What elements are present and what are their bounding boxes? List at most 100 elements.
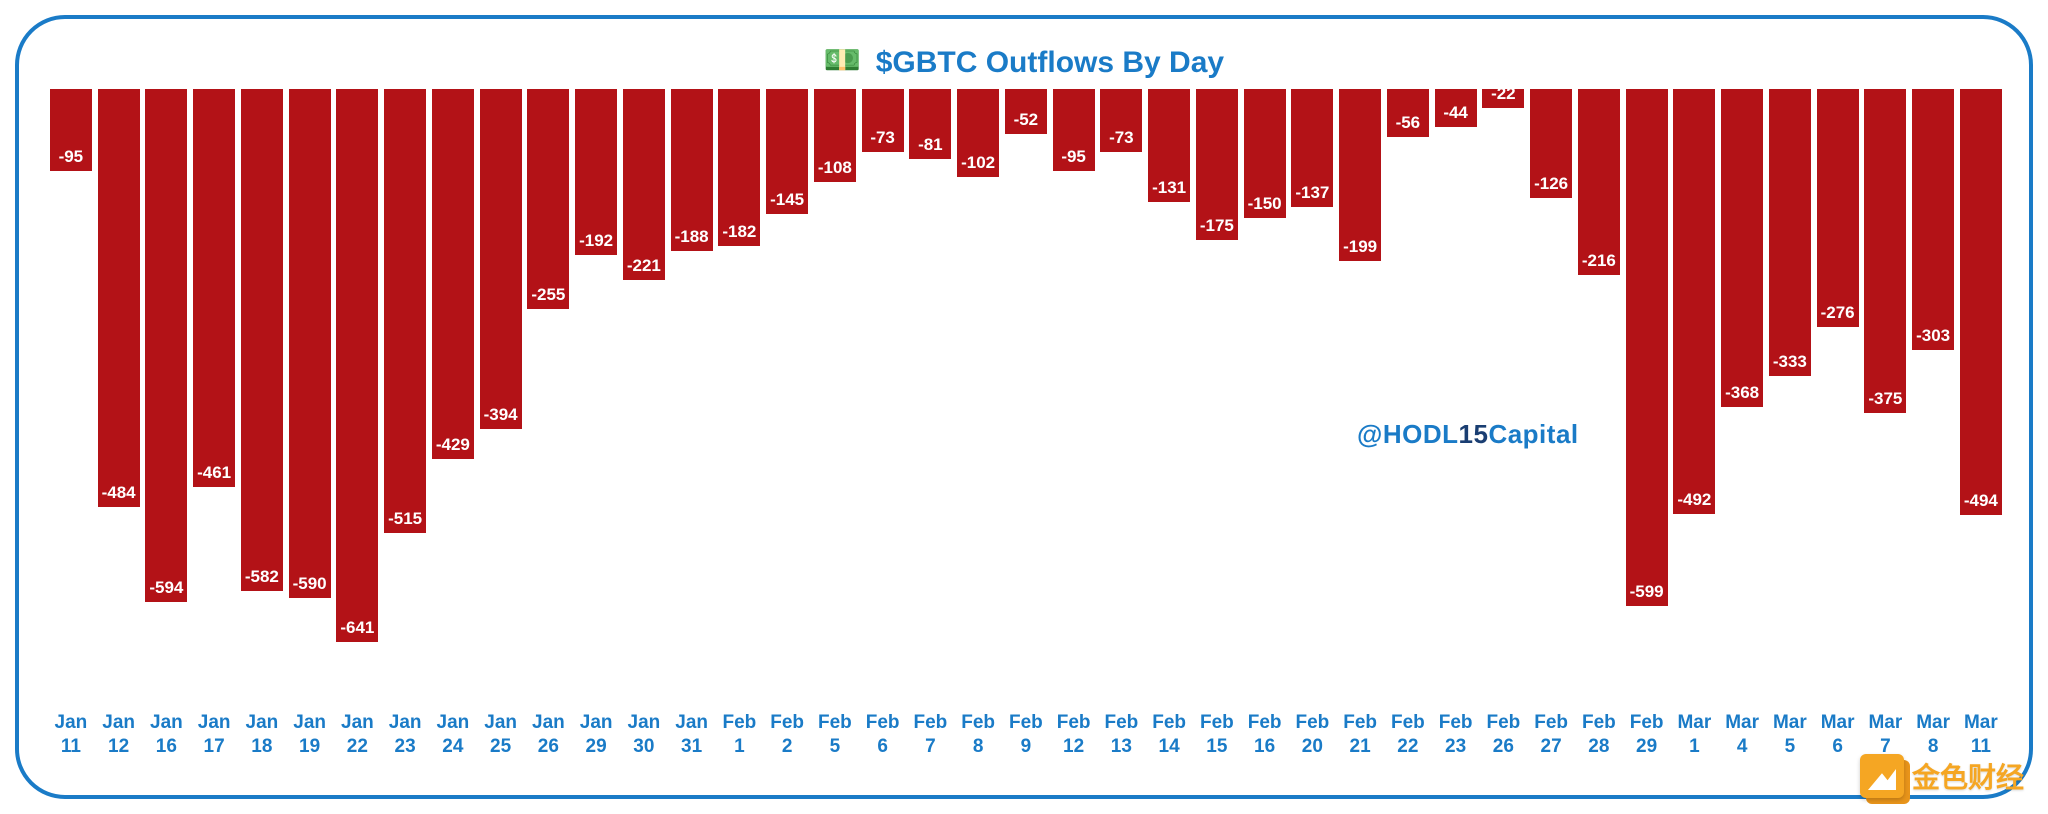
bar-value-label: -81 <box>918 135 943 155</box>
x-tick-day: 16 <box>1241 735 1289 759</box>
bar-slot: -150 <box>1241 89 1289 693</box>
bar: -484 <box>98 89 140 507</box>
bar: -73 <box>862 89 904 152</box>
x-tick-day: 2 <box>763 735 811 759</box>
x-tick: Feb8 <box>954 711 1002 771</box>
x-tick-day: 29 <box>572 735 620 759</box>
bar-slot: -73 <box>859 89 907 693</box>
x-tick: Feb23 <box>1432 711 1480 771</box>
bar-slot: -368 <box>1718 89 1766 693</box>
bar: -22 <box>1482 89 1524 108</box>
x-tick: Feb6 <box>859 711 907 771</box>
x-tick-day: 15 <box>1193 735 1241 759</box>
x-tick: Jan19 <box>286 711 334 771</box>
x-tick-month: Jan <box>190 711 238 735</box>
bar-slot: -73 <box>1098 89 1146 693</box>
bar: -102 <box>957 89 999 177</box>
bar: -375 <box>1864 89 1906 413</box>
bar-value-label: -175 <box>1200 216 1234 236</box>
bar-value-label: -394 <box>484 405 518 425</box>
bar: -73 <box>1100 89 1142 152</box>
bar-slot: -192 <box>572 89 620 693</box>
x-tick-month: Feb <box>1432 711 1480 735</box>
x-tick-day: 21 <box>1336 735 1384 759</box>
bar-value-label: -590 <box>293 574 327 594</box>
bar: -81 <box>909 89 951 159</box>
bar-value-label: -145 <box>770 190 804 210</box>
x-tick: Mar4 <box>1718 711 1766 771</box>
x-tick-day: 19 <box>286 735 334 759</box>
x-tick-month: Feb <box>1527 711 1575 735</box>
bar: -368 <box>1721 89 1763 407</box>
bar-value-label: -95 <box>59 147 84 167</box>
bar: -429 <box>432 89 474 459</box>
x-tick-day: 17 <box>190 735 238 759</box>
x-tick-day: 28 <box>1575 735 1623 759</box>
bar-slot: -515 <box>381 89 429 693</box>
bar: -590 <box>289 89 331 598</box>
x-tick-month: Mar <box>1718 711 1766 735</box>
x-tick-month: Jan <box>429 711 477 735</box>
x-tick-month: Jan <box>572 711 620 735</box>
bar-slot: -126 <box>1527 89 1575 693</box>
bar-value-label: -108 <box>818 158 852 178</box>
bar: -52 <box>1005 89 1047 134</box>
x-tick-day: 18 <box>238 735 286 759</box>
bar-slot: -594 <box>143 89 191 693</box>
bar-value-label: -73 <box>1109 128 1134 148</box>
bar: -182 <box>718 89 760 246</box>
bar: -333 <box>1769 89 1811 376</box>
x-tick: Feb12 <box>1050 711 1098 771</box>
x-tick-day: 5 <box>811 735 859 759</box>
logo-square-icon <box>1860 754 1904 798</box>
bar-value-label: -333 <box>1773 352 1807 372</box>
x-tick-month: Mar <box>1671 711 1719 735</box>
x-tick-month: Feb <box>1241 711 1289 735</box>
bar-value-label: -255 <box>531 285 565 305</box>
bar-value-label: -192 <box>579 231 613 251</box>
bar: -582 <box>241 89 283 591</box>
x-tick-month: Mar <box>1909 711 1957 735</box>
x-tick-month: Jan <box>95 711 143 735</box>
x-tick-month: Jan <box>286 711 334 735</box>
bar: -221 <box>623 89 665 280</box>
bar-value-label: -126 <box>1534 174 1568 194</box>
bar: -188 <box>671 89 713 251</box>
x-tick: Feb13 <box>1098 711 1146 771</box>
x-tick-month: Feb <box>1575 711 1623 735</box>
x-tick-month: Feb <box>907 711 955 735</box>
bar-value-label: -221 <box>627 256 661 276</box>
x-tick-month: Feb <box>954 711 1002 735</box>
bar: -131 <box>1148 89 1190 202</box>
bar: -126 <box>1530 89 1572 198</box>
x-tick: Feb16 <box>1241 711 1289 771</box>
x-tick-month: Feb <box>716 711 764 735</box>
x-tick: Jan17 <box>190 711 238 771</box>
bar-value-label: -22 <box>1491 84 1516 104</box>
bar-value-label: -484 <box>102 483 136 503</box>
x-tick-day: 30 <box>620 735 668 759</box>
x-tick-day: 8 <box>954 735 1002 759</box>
x-tick-month: Feb <box>1336 711 1384 735</box>
x-tick-day: 12 <box>1050 735 1098 759</box>
bar: -44 <box>1435 89 1477 127</box>
x-tick-day: 27 <box>1527 735 1575 759</box>
x-tick-day: 26 <box>1480 735 1528 759</box>
bar-slot: -131 <box>1145 89 1193 693</box>
bar: -276 <box>1817 89 1859 327</box>
bar-slot: -590 <box>286 89 334 693</box>
bar-slot: -429 <box>429 89 477 693</box>
bar-value-label: -303 <box>1916 326 1950 346</box>
bar-slot: -95 <box>47 89 95 693</box>
bar-slot: -641 <box>334 89 382 693</box>
bar-slot: -582 <box>238 89 286 693</box>
bar-slot: -303 <box>1909 89 1957 693</box>
bar-slot: -484 <box>95 89 143 693</box>
x-axis: Jan11Jan12Jan16Jan17Jan18Jan19Jan22Jan23… <box>47 711 2005 771</box>
bar-slot: -492 <box>1671 89 1719 693</box>
chart-title-row: 💵 $GBTC Outflows By Day <box>19 45 2029 80</box>
bar-slot: -182 <box>716 89 764 693</box>
x-tick-month: Mar <box>1862 711 1910 735</box>
x-tick-day: 9 <box>1002 735 1050 759</box>
bar-value-label: -188 <box>675 227 709 247</box>
